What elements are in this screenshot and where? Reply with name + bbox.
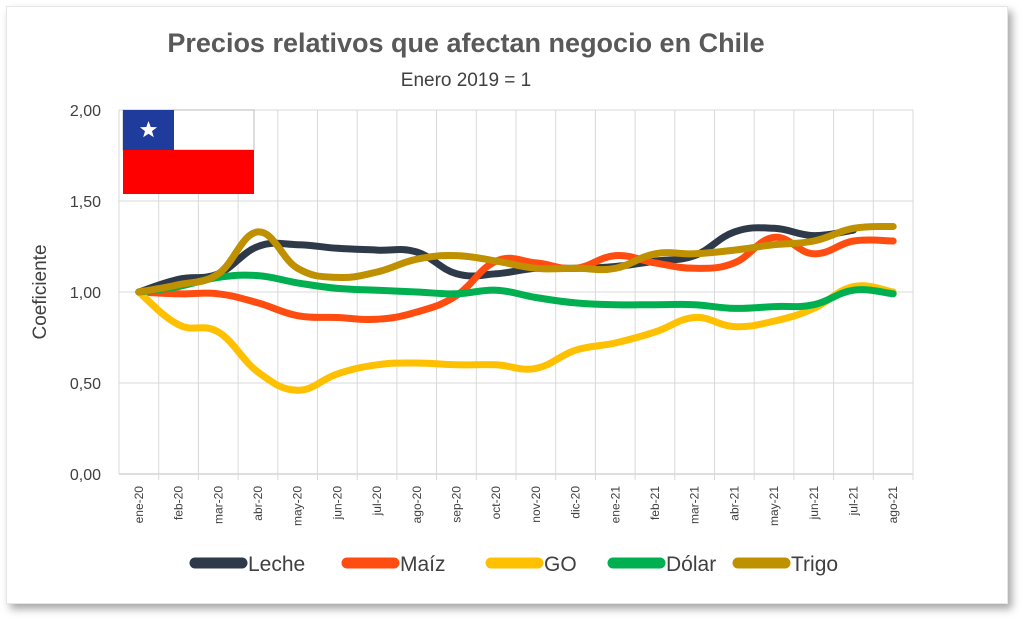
legend-label: Trigo xyxy=(791,553,838,576)
x-tick-label: abr-20 xyxy=(251,486,265,521)
x-tick-label: ago-20 xyxy=(410,486,424,524)
y-tick-label: 0,50 xyxy=(70,376,101,393)
chart-title: Precios relativos que afectan negocio en… xyxy=(167,28,764,58)
legend-item-leche: Leche xyxy=(189,553,305,576)
x-tick-label: abr-21 xyxy=(727,486,741,521)
legend-label: Maíz xyxy=(400,553,446,576)
series-lines xyxy=(135,222,897,394)
x-tick-label: may-21 xyxy=(767,486,781,526)
x-tick-label: jul-20 xyxy=(370,486,384,517)
y-tick-label: 1,00 xyxy=(70,285,101,302)
x-tick-label: oct-20 xyxy=(489,486,503,520)
series-line-trigo xyxy=(135,222,897,296)
x-tick-label: mar-21 xyxy=(688,486,702,524)
x-tick-labels: ene-20 feb-20 mar-20 abr-20 may-20 jun-20 jul-… xyxy=(132,486,900,526)
x-tick-label: ago-21 xyxy=(886,486,900,524)
x-tick-label: jun-21 xyxy=(807,486,821,521)
y-tick-label: 2,00 xyxy=(70,103,101,120)
legend-item-trigo: Trigo xyxy=(732,553,838,576)
x-tick-label: jun-20 xyxy=(330,486,344,521)
x-tick-label: sep-20 xyxy=(449,486,463,523)
x-tick-label: mar-20 xyxy=(211,486,225,524)
series-line-leche xyxy=(135,224,857,296)
legend-item-dólar: Dólar xyxy=(607,553,716,576)
x-tick-label: ene-21 xyxy=(608,486,622,524)
series-line-go xyxy=(135,282,897,394)
series-line-maíz xyxy=(135,233,897,324)
y-tick-labels: 0,00 0,50 1,00 1,50 2,00 xyxy=(70,103,101,484)
chile-flag-icon xyxy=(122,109,255,194)
legend-label: Leche xyxy=(248,553,305,576)
x-tick-label: feb-21 xyxy=(648,486,662,520)
x-tick-label: dic-20 xyxy=(569,486,583,519)
legend-label: Dólar xyxy=(666,553,716,576)
y-tick-label: 1,50 xyxy=(70,194,101,211)
x-tick-label: may-20 xyxy=(291,486,305,526)
x-tick-label: jul-21 xyxy=(846,486,860,517)
legend-item-maíz: Maíz xyxy=(341,553,446,576)
series-line-dólar xyxy=(135,271,897,312)
x-tick-label: feb-20 xyxy=(172,486,186,520)
chart-card xyxy=(6,6,1008,604)
legend-label: GO xyxy=(544,553,577,576)
chart-subtitle: Enero 2019 = 1 xyxy=(401,70,531,91)
y-axis-label: Coeficiente xyxy=(30,244,51,339)
legend-item-go: GO xyxy=(485,553,577,576)
x-tick-label: ene-20 xyxy=(132,486,146,524)
x-tick-label: nov-20 xyxy=(529,486,543,523)
legend: Leche Maíz GO Dólar Trigo xyxy=(189,553,838,576)
y-tick-label: 0,00 xyxy=(70,467,101,484)
